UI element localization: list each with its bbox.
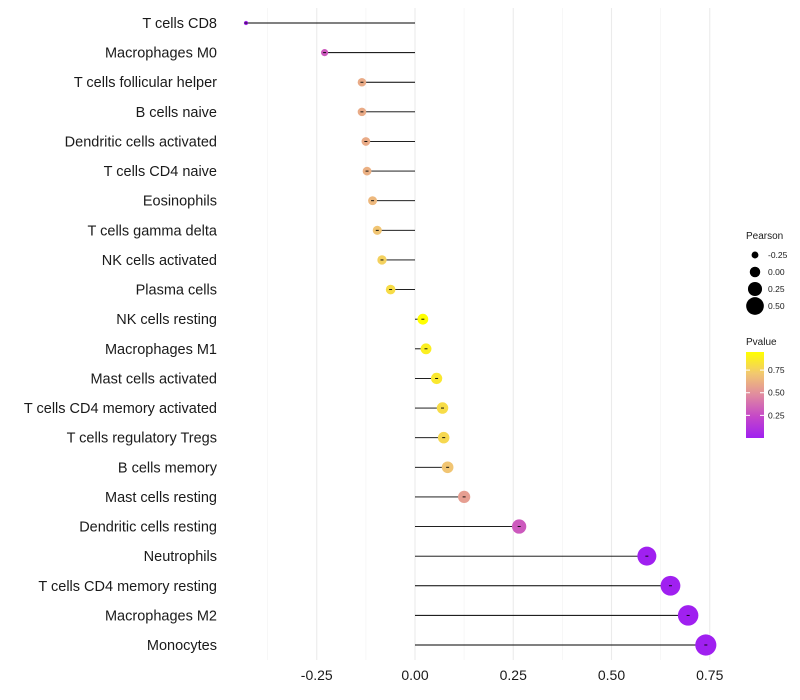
x-axis-tick-labels: -0.25 0.00 0.25 0.50 0.75 xyxy=(301,667,724,683)
category-label: Mast cells resting xyxy=(105,490,217,506)
legend-pearson-label: -0.25 xyxy=(768,250,788,260)
category-label: Neutrophils xyxy=(144,549,217,565)
category-label: T cells regulatory Tregs xyxy=(67,431,217,447)
legend-pvalue-label: 0.75 xyxy=(768,365,785,375)
x-tick-label: -0.25 xyxy=(301,667,333,683)
legend-pearson-key xyxy=(749,266,761,278)
legend-pearson-key xyxy=(747,281,763,297)
legend-pearson-title: Pearson xyxy=(746,231,783,242)
category-label: Eosinophils xyxy=(143,194,217,210)
category-label: T cells follicular helper xyxy=(74,75,217,91)
category-label: Monocytes xyxy=(147,638,217,654)
category-label: Dendritic cells resting xyxy=(79,520,217,536)
legend-pearson-label: 0.25 xyxy=(768,284,785,294)
legend-pvalue: Pvalue 0.25 0.50 0.75 xyxy=(746,337,785,438)
legend-pvalue-label: 0.25 xyxy=(768,410,785,420)
category-labels: T cells CD8 Macrophages M0 T cells follicu… xyxy=(24,16,218,654)
x-tick-label: 0.00 xyxy=(401,667,428,683)
category-label: Dendritic cells activated xyxy=(65,134,217,150)
category-label: NK cells activated xyxy=(102,253,217,269)
category-label: T cells CD4 naive xyxy=(104,164,217,180)
legend-pvalue-label: 0.50 xyxy=(768,388,785,398)
category-label: T cells CD8 xyxy=(142,16,217,32)
category-label: T cells CD4 memory resting xyxy=(38,579,217,595)
category-label: B cells naive xyxy=(136,105,217,121)
category-label: Macrophages M0 xyxy=(105,46,217,62)
category-label: T cells gamma delta xyxy=(88,223,218,239)
pvalue-colorbar xyxy=(746,352,764,438)
stem-layer xyxy=(246,22,706,646)
legend-pearson-key xyxy=(751,251,759,259)
x-tick-label: 0.50 xyxy=(598,667,625,683)
legend-pvalue-title: Pvalue xyxy=(746,337,777,348)
legend-pearson-label: 0.00 xyxy=(768,267,785,277)
category-label: Plasma cells xyxy=(136,283,217,299)
x-tick-label: 0.75 xyxy=(696,667,723,683)
grid-layer xyxy=(267,8,711,660)
category-label: Mast cells activated xyxy=(90,371,217,387)
legend-pearson: Pearson -0.25 0.00 0.25 0.50 xyxy=(746,231,788,315)
category-label: Macrophages M2 xyxy=(105,608,217,624)
x-tick-label: 0.25 xyxy=(500,667,527,683)
category-label: Macrophages M1 xyxy=(105,342,217,358)
legend-pearson-label: 0.50 xyxy=(768,301,785,311)
point-layer xyxy=(243,20,717,656)
category-label: B cells memory xyxy=(118,460,218,476)
legend-pearson-key xyxy=(746,297,764,315)
category-label: NK cells resting xyxy=(116,312,217,328)
category-label: T cells CD4 memory activated xyxy=(24,401,217,417)
